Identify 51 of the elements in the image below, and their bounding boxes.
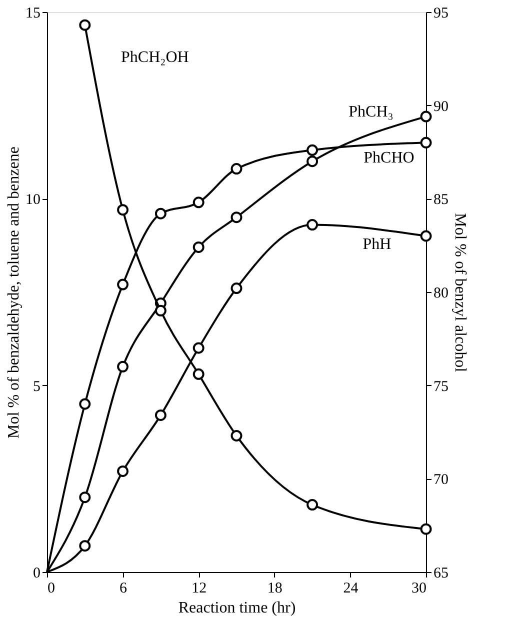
point [230,282,242,294]
point [306,219,318,231]
x-axis-title: Reaction time (hr) [178,600,296,616]
y2-tick-label: 95 [434,6,448,22]
series-label: PhCHO [364,150,414,167]
y-tick-label: 0 [33,566,40,582]
y2-tick-label: 85 [434,192,448,208]
x-tick-label: 24 [343,580,359,596]
point [117,204,129,216]
series-label: PhH [362,236,392,253]
point [230,430,242,442]
point [79,540,91,552]
point [420,136,432,148]
point [306,156,318,168]
y2-tick-label: 65 [434,566,448,582]
point [230,163,242,175]
point [420,230,432,242]
y-axis-title: Mol % of benzaldehyde, toluene and benzene [6,146,22,438]
y2-tick-label: 70 [434,472,448,488]
point [154,409,166,421]
point [79,492,91,504]
point [154,304,166,316]
point [192,241,204,253]
point [230,212,242,224]
point [192,342,204,354]
point [79,398,91,410]
point [420,523,432,535]
y-tick-label: 15 [26,6,40,22]
y-tick-label: 10 [26,192,40,208]
series-label: PhCH₃ [348,104,394,121]
point [154,208,166,220]
y-tick-label: 5 [33,378,40,395]
y2-tick-label: 75 [434,378,448,395]
point [306,499,318,511]
x-tick-label: 12 [192,580,207,596]
y2-tick-label: 90 [434,98,448,115]
x-tick-label: 0 [48,580,55,596]
point [306,144,318,156]
x-tick-label: 18 [267,580,282,596]
point [117,360,129,372]
x-tick-label: 30 [412,580,426,596]
point [79,19,91,31]
point [192,196,204,208]
point [192,368,204,380]
series-label: PhCH₂OH [120,49,190,66]
point [117,465,129,477]
y2-tick-label: 80 [434,286,448,302]
y2-axis-title: Mol % of benzyl alcohol [452,212,468,373]
x-tick-label: 6 [120,580,128,596]
point [420,110,432,122]
point [117,278,129,290]
